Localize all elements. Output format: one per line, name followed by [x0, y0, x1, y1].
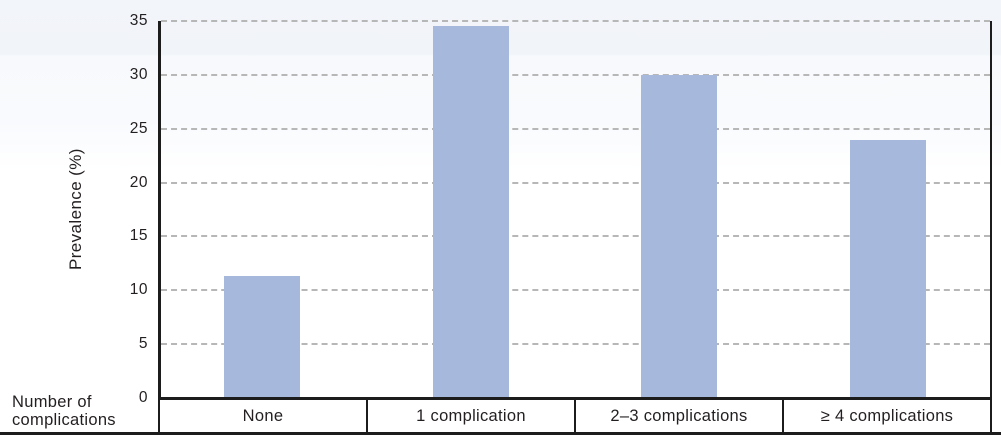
category-label: None	[242, 406, 284, 425]
x-axis-title: Number of complications	[12, 393, 116, 429]
gridline-20	[161, 181, 990, 184]
bar-2	[432, 26, 509, 398]
gridline-15	[161, 235, 990, 238]
y-tick-label-35: 35	[129, 12, 148, 29]
x-axis-title-line2: complications	[12, 410, 116, 429]
category-cell-3: 2–3 complications	[574, 400, 782, 432]
bar-1	[224, 276, 301, 398]
category-cell-2: 1 complication	[366, 400, 574, 432]
y-tick-label-10: 10	[129, 281, 148, 299]
y-tick-label-0: 0	[138, 389, 148, 406]
bottom-rule	[0, 432, 1001, 435]
x-axis-category-row: None 1 complication 2–3 complications ≥ 4 c…	[158, 397, 992, 434]
gridline-25	[161, 127, 990, 130]
category-label: 1 complication	[416, 406, 526, 425]
x-axis-title-line1: Number of	[12, 393, 92, 411]
gridline-5	[161, 343, 990, 346]
y-tick-label-20: 20	[129, 173, 148, 191]
plot-area	[158, 20, 992, 398]
category-cell-4: ≥ 4 complications	[782, 400, 990, 432]
y-tick-label-15: 15	[129, 227, 148, 245]
y-tick-label-30: 30	[129, 65, 148, 83]
category-cell-1: None	[160, 400, 366, 432]
bar-3	[641, 74, 718, 398]
y-tick-label-25: 25	[129, 119, 148, 137]
gridline-30	[161, 73, 990, 76]
bar-4	[849, 139, 926, 398]
y-tick-label-5: 5	[138, 335, 148, 353]
category-label: 2–3 complications	[610, 406, 748, 425]
gridline-10	[161, 289, 990, 292]
gridline-35	[161, 20, 990, 22]
y-axis-tick-labels: 0 5 10 15 20 25 30 35	[0, 0, 148, 443]
category-label: ≥ 4 complications	[820, 406, 954, 425]
